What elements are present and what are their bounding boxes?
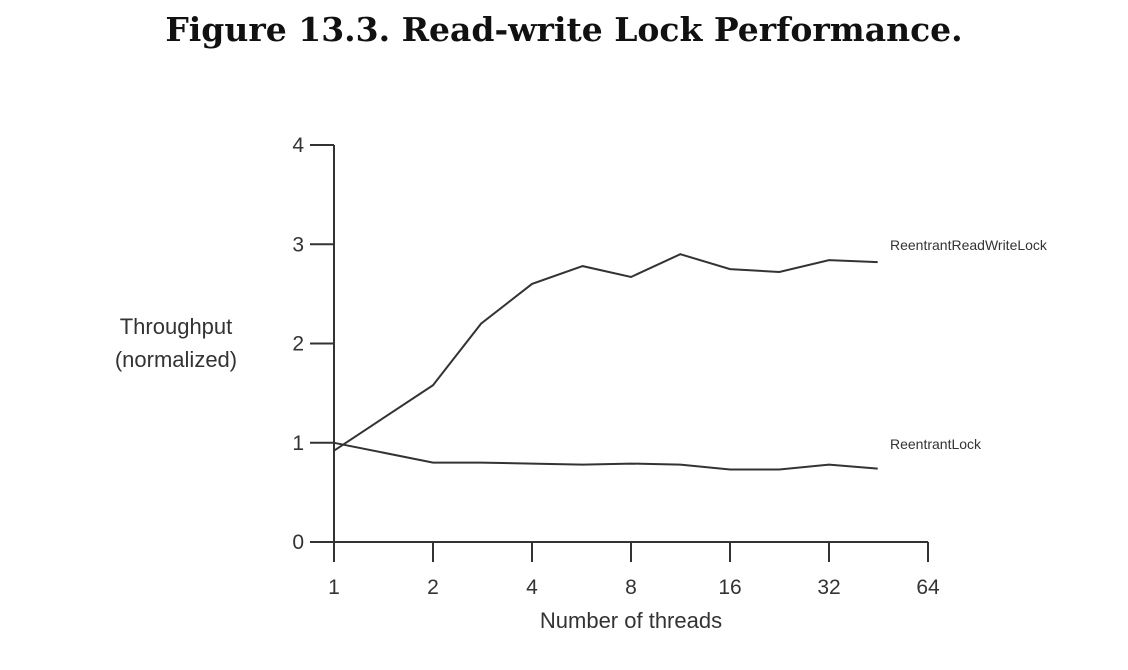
x-tick-label: 8 <box>625 576 637 599</box>
y-tick-label: 0 <box>292 531 304 554</box>
series-line-ReentrantLock <box>333 441 878 471</box>
x-tick-label: 1 <box>328 576 340 599</box>
y-axis-label: (normalized) <box>115 347 237 372</box>
y-tick-label: 3 <box>292 233 304 256</box>
series-label-ReentrantLock: ReentrantLock <box>890 436 982 452</box>
series-label-ReentrantReadWriteLock: ReentrantReadWriteLock <box>890 237 1048 253</box>
x-tick-label: 32 <box>817 576 840 599</box>
x-tick-label: 4 <box>526 576 538 599</box>
y-tick-label: 4 <box>292 134 304 157</box>
chart-series <box>333 253 878 471</box>
x-tick-label: 64 <box>916 576 940 599</box>
x-tick-label: 16 <box>718 576 741 599</box>
y-tick-label: 2 <box>292 333 304 356</box>
series-line-ReentrantReadWriteLock <box>333 253 878 452</box>
y-axis-label: Throughput <box>120 314 233 339</box>
x-tick-label: 2 <box>427 576 439 599</box>
y-tick-label: 1 <box>292 432 304 455</box>
x-axis-label: Number of threads <box>540 608 722 633</box>
figure-title: Figure 13.3. Read-write Lock Performance… <box>165 10 963 49</box>
chart-ticks: 0 1 2 3 4 1 2 4 8 16 32 64 <box>292 134 940 599</box>
chart-labels: ReentrantReadWriteLock ReentrantLock Numbe… <box>115 237 1048 633</box>
chart-axes <box>333 145 928 543</box>
